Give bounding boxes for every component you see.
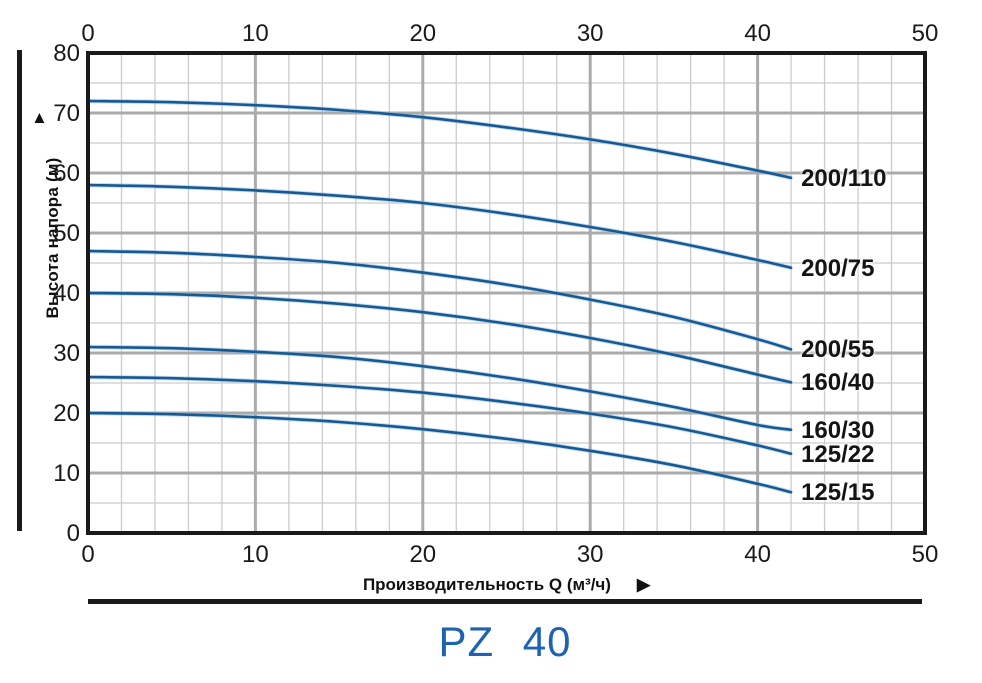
y-tick: 70 <box>53 100 80 127</box>
x-tick-top: 20 <box>409 20 437 47</box>
x-tick-bottom: 10 <box>242 541 269 568</box>
curve-label: 200/110 <box>801 164 887 192</box>
x-tick-top: 10 <box>242 20 269 47</box>
pump-curve <box>86 291 793 384</box>
y-tick: 60 <box>53 160 80 187</box>
x-tick-bottom: 50 <box>911 541 939 568</box>
x-tick-top: 0 <box>81 20 95 47</box>
x-axis-title-row: Производительность Q (м³/ч) ▶ <box>88 575 925 595</box>
curve-halo <box>87 248 792 352</box>
x-tick-bottom: 20 <box>409 541 437 568</box>
pump-curve <box>86 375 793 456</box>
bottom-axis-bar <box>88 599 922 604</box>
pump-curve <box>86 345 793 432</box>
x-tick-top: 30 <box>576 20 604 47</box>
y-tick: 80 <box>53 40 80 67</box>
curve-label: 160/30 <box>801 416 875 444</box>
curve-label: 200/75 <box>801 254 875 282</box>
chart-title: PZ 40 <box>438 618 572 665</box>
x-tick-bottom: 30 <box>576 541 604 568</box>
y-tick: 0 <box>66 520 80 547</box>
y-tick: 50 <box>53 220 80 247</box>
y-tick: 30 <box>53 340 80 367</box>
plot-frame <box>86 51 927 535</box>
pump-curve <box>86 183 793 270</box>
right-arrow-icon: ▶ <box>636 575 651 594</box>
y-tick: 40 <box>53 280 80 307</box>
x-tick-top: 50 <box>911 20 939 47</box>
y-tick: 20 <box>53 400 80 427</box>
up-arrow-icon: ▲ <box>31 108 48 127</box>
x-tick-bottom: 40 <box>744 541 771 568</box>
left-axis-bar <box>17 50 22 531</box>
pump-curve <box>86 249 793 351</box>
curve-halo <box>87 410 792 495</box>
curve-label: 200/55 <box>801 336 875 364</box>
x-tick-top: 40 <box>744 20 771 47</box>
pump-curve <box>86 411 793 494</box>
curve-label: 160/40 <box>801 369 875 397</box>
x-axis-title: Производительность Q (м³/ч) <box>362 575 611 594</box>
y-tick: 10 <box>53 460 80 487</box>
curve-label: 125/22 <box>801 440 875 468</box>
curve-label: 125/15 <box>801 479 875 507</box>
x-tick-bottom: 0 <box>81 541 95 568</box>
pump-curve <box>86 99 793 180</box>
